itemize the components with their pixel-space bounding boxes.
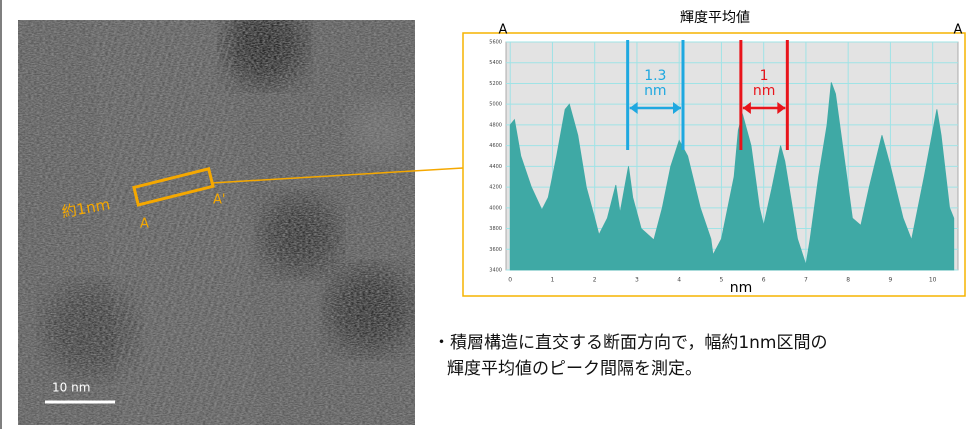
x-axis-label: nm [730, 280, 753, 296]
a-label: A [140, 217, 149, 232]
x-tick-label: 8 [846, 277, 850, 284]
y-tick-label: 3800 [489, 226, 502, 232]
x-tick-label: 10 [929, 277, 937, 284]
chart-title: 輝度平均値 [680, 10, 750, 26]
y-tick-label: 5600 [489, 40, 502, 46]
y-tick-label: 5000 [489, 102, 502, 108]
area [509, 82, 955, 271]
annotation-value: 1 [760, 68, 769, 84]
y-tick-label: 4600 [489, 143, 502, 149]
y-tick-label: 4000 [489, 205, 502, 211]
y-tick-label: 5400 [489, 60, 502, 66]
x-tick-label: 4 [677, 277, 681, 284]
y-tick-label: 4400 [489, 164, 502, 170]
x-tick-label: 3 [635, 277, 639, 284]
annotation-unit: nm [644, 83, 667, 99]
end-label: A [499, 23, 508, 38]
selection-box [132, 167, 215, 207]
annotation-unit: nm [753, 83, 776, 99]
end-label: A [954, 23, 963, 38]
x-tick-label: 5 [720, 277, 724, 284]
chart: 輝度平均値 A A 3400 3600 3800 4000 4200 4400 4600 4800 5… [489, 10, 962, 296]
note-line: 輝度平均値のピーク間隔を測定。 [447, 359, 702, 379]
x-tick-label: 9 [888, 277, 892, 284]
x-tick-label: 1 [551, 277, 555, 284]
x-tick-label: 6 [762, 277, 766, 284]
a-prime-label: A' [213, 193, 225, 208]
annotation-value: 1.3 [644, 68, 666, 84]
note-line: ・積層構造に直交する断面方向で，幅約1nm区間の [433, 333, 827, 353]
x-tick-label: 2 [593, 277, 597, 284]
y-tick-label: 3400 [489, 268, 502, 274]
tem-image [18, 20, 415, 425]
x-tick-label: 7 [804, 277, 808, 284]
y-tick-label: 4800 [489, 122, 502, 128]
scale-label: 10 nm [52, 381, 90, 395]
y-tick-label: 4200 [489, 185, 502, 191]
y-tick-label: 3600 [489, 247, 502, 253]
connector [211, 167, 464, 184]
x-tick-label: 0 [508, 277, 512, 284]
y-tick-label: 5200 [489, 81, 502, 87]
